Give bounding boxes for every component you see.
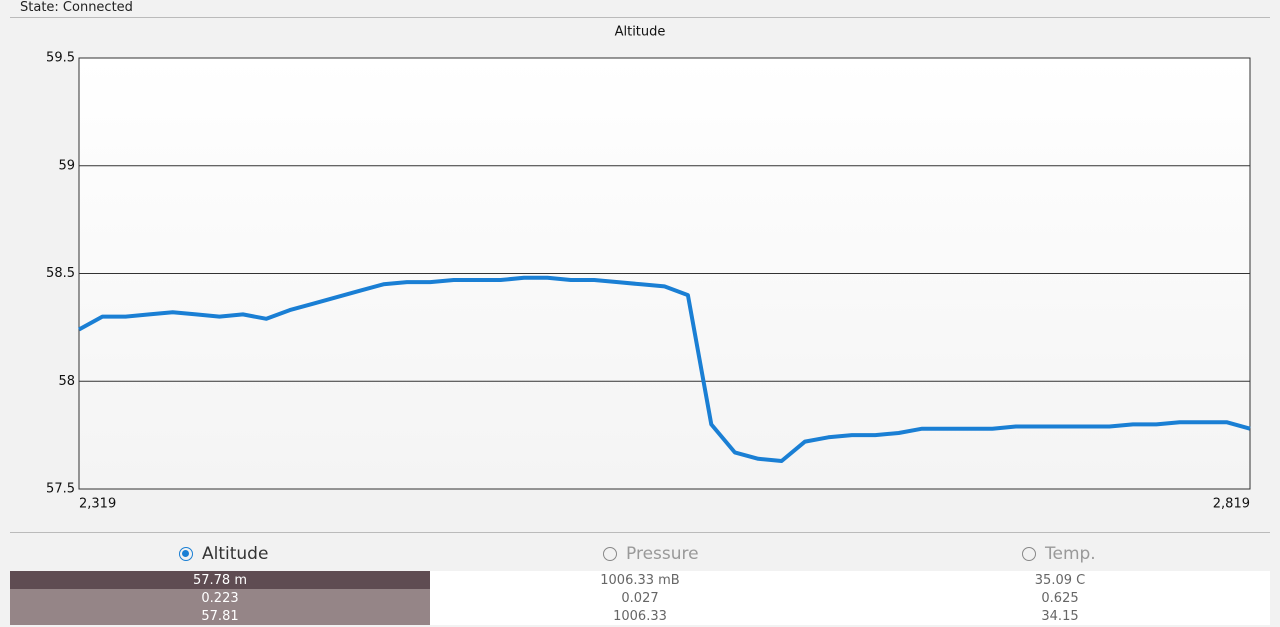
table-cell: 57.81 [10,607,430,625]
table-row: 57.81 1006.33 34.15 [10,607,1270,625]
y-tick-label: 59.5 [46,51,75,66]
table-cell: 0.625 [850,589,1270,607]
chart-title: Altitude [615,25,666,40]
table-row: 0.223 0.027 0.625 [10,589,1270,607]
tab-label: Pressure [626,544,699,564]
y-tick-label: 57.5 [46,482,75,497]
table-cell: 35.09 C [850,571,1270,589]
tab[interactable]: Altitude [179,541,268,567]
table-cell: 1006.33 mB [430,571,850,589]
chart: Altitude 57.5 58 58.5 59 59.5 2,319 2,819 [46,25,1251,512]
tab[interactable]: Pressure [603,541,699,567]
tab-label: Altitude [202,544,269,564]
table-cell: 1006.33 [430,607,850,625]
y-tick-label: 58.5 [46,266,75,281]
radio-button[interactable] [603,547,617,561]
status-text: State: Connected [20,0,133,15]
table-cell: 34.15 [850,607,1270,625]
y-tick-label: 59 [58,158,75,173]
table-cell: 0.027 [430,589,850,607]
tab[interactable]: Temp. [1022,541,1096,567]
radio-button[interactable] [179,547,193,561]
divider [10,532,1270,533]
x-tick-label: 2,319 [79,497,116,512]
readings-table: 57.78 m 1006.33 mB 35.09 C 0.223 0.027 0.625 5… [10,571,1270,625]
radio-button[interactable] [1022,547,1036,561]
table-row: 57.78 m 1006.33 mB 35.09 C [10,571,1270,589]
data-line [78,275,1251,463]
tab-label: Temp. [1045,544,1096,564]
x-tick-label: 2,819 [1213,497,1250,512]
divider [10,17,1270,18]
table-cell: 57.78 m [10,571,430,589]
table-cell: 0.223 [10,589,430,607]
y-tick-label: 58 [58,374,75,389]
